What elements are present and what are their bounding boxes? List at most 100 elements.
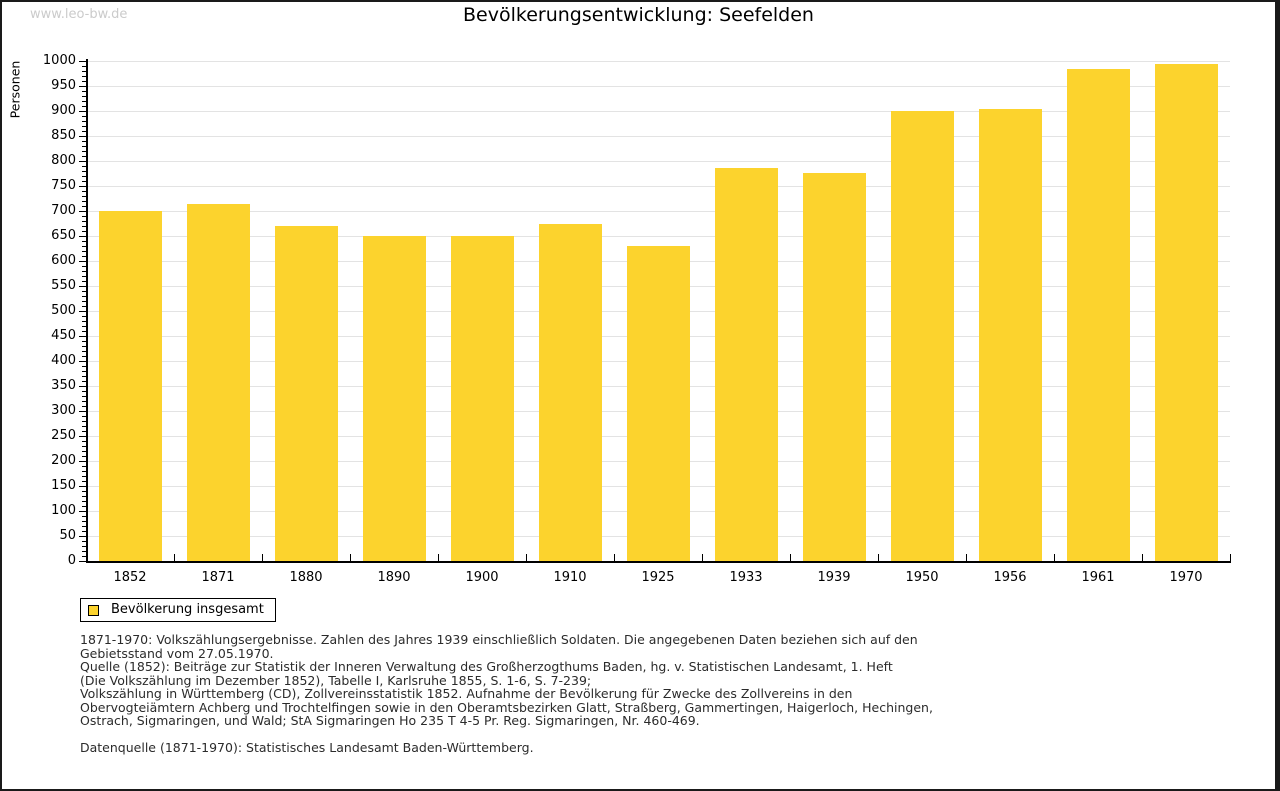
x-tick-label-1956: 1956 (993, 570, 1027, 585)
y-minor-tick (82, 456, 86, 457)
y-minor-tick (82, 491, 86, 492)
y-minor-tick (82, 521, 86, 522)
y-major-tick (79, 186, 86, 187)
y-minor-tick (82, 206, 86, 207)
bar-1956 (978, 108, 1042, 561)
y-minor-tick (82, 181, 86, 182)
bar-1880 (274, 226, 338, 561)
y-minor-tick (82, 171, 86, 172)
y-major-tick (79, 336, 86, 337)
y-minor-tick (82, 326, 86, 327)
y-minor-tick (82, 201, 86, 202)
y-minor-tick (82, 526, 86, 527)
y-major-tick (79, 136, 86, 137)
site-watermark: www.leo-bw.de (30, 7, 128, 22)
y-minor-tick (82, 556, 86, 557)
y-minor-tick (82, 341, 86, 342)
y-major-tick (79, 86, 86, 87)
y-major-tick (79, 411, 86, 412)
y-tick-label: 800 (51, 153, 76, 168)
y-major-tick (79, 111, 86, 112)
y-tick-label: 450 (51, 328, 76, 343)
y-minor-tick (82, 91, 86, 92)
bar-1900 (450, 236, 514, 561)
x-tick-label-1933: 1933 (729, 570, 763, 585)
x-boundary-tick (614, 554, 615, 561)
y-major-tick (79, 261, 86, 262)
y-minor-tick (82, 321, 86, 322)
x-tick-label-1950: 1950 (905, 570, 939, 585)
y-minor-tick (82, 551, 86, 552)
y-minor-tick (82, 466, 86, 467)
y-minor-tick (82, 306, 86, 307)
gridline (86, 111, 1230, 112)
bar-1852 (98, 211, 162, 561)
y-minor-tick (82, 501, 86, 502)
footnote-line: Obervogteiämtern Achberg und Trochtelfin… (80, 699, 933, 715)
y-major-tick (79, 211, 86, 212)
y-minor-tick (82, 446, 86, 447)
y-minor-tick (82, 516, 86, 517)
y-tick-label: 650 (51, 228, 76, 243)
y-tick-label: 300 (51, 403, 76, 418)
footnote-line: Volkszählung in Württemberg (CD), Zollve… (80, 686, 853, 701)
gridline (86, 211, 1230, 212)
y-minor-tick (82, 151, 86, 152)
y-major-tick (79, 436, 86, 437)
x-boundary-tick (878, 554, 879, 561)
x-boundary-tick (350, 554, 351, 561)
y-major-tick (79, 286, 86, 287)
y-minor-tick (82, 366, 86, 367)
x-boundary-tick (966, 554, 967, 561)
gridline (86, 236, 1230, 237)
y-tick-label: 700 (51, 203, 76, 218)
footnote-line: Ostrach, Sigmaringen, und Wald; StA Sigm… (80, 713, 700, 728)
y-minor-tick (82, 346, 86, 347)
y-minor-tick (82, 426, 86, 427)
x-tick-label-1871: 1871 (201, 570, 235, 585)
y-minor-tick (82, 376, 86, 377)
y-tick-label: 600 (51, 253, 76, 268)
y-minor-tick (82, 506, 86, 507)
y-minor-tick (82, 406, 86, 407)
bar-1961 (1066, 68, 1130, 561)
footnotes: 1871-1970: Volkszählungsergebnisse. Zahl… (80, 633, 933, 755)
y-minor-tick (82, 81, 86, 82)
y-tick-label: 550 (51, 278, 76, 293)
y-minor-tick (82, 451, 86, 452)
x-tick-label-1939: 1939 (817, 570, 851, 585)
footnote-line: (Die Volkszählung im Dezember 1852), Tab… (80, 672, 592, 688)
y-minor-tick (82, 481, 86, 482)
y-minor-tick (82, 296, 86, 297)
x-axis-line (86, 561, 1231, 563)
y-tick-label: 350 (51, 378, 76, 393)
y-minor-tick (82, 316, 86, 317)
y-tick-label: 900 (51, 103, 76, 118)
page-title: Bevölkerungsentwicklung: Seefelden (463, 4, 814, 26)
y-minor-tick (82, 66, 86, 67)
gridline (86, 86, 1230, 87)
y-minor-tick (82, 226, 86, 227)
y-minor-tick (82, 166, 86, 167)
y-minor-tick (82, 271, 86, 272)
y-minor-tick (82, 421, 86, 422)
y-major-tick (79, 536, 86, 537)
datasource-line: Datenquelle (1871-1970): Statistisches L… (80, 740, 534, 755)
y-minor-tick (82, 191, 86, 192)
y-minor-tick (82, 541, 86, 542)
x-boundary-tick (262, 554, 263, 561)
x-tick-label-1970: 1970 (1169, 570, 1203, 585)
y-minor-tick (82, 196, 86, 197)
y-minor-tick (82, 101, 86, 102)
gridline (86, 136, 1230, 137)
y-major-tick (79, 486, 86, 487)
y-minor-tick (82, 131, 86, 132)
x-boundary-tick (174, 554, 175, 561)
y-minor-tick (82, 496, 86, 497)
y-minor-tick (82, 371, 86, 372)
y-minor-tick (82, 531, 86, 532)
y-minor-tick (82, 256, 86, 257)
y-tick-label: 0 (67, 553, 76, 568)
y-minor-tick (82, 331, 86, 332)
